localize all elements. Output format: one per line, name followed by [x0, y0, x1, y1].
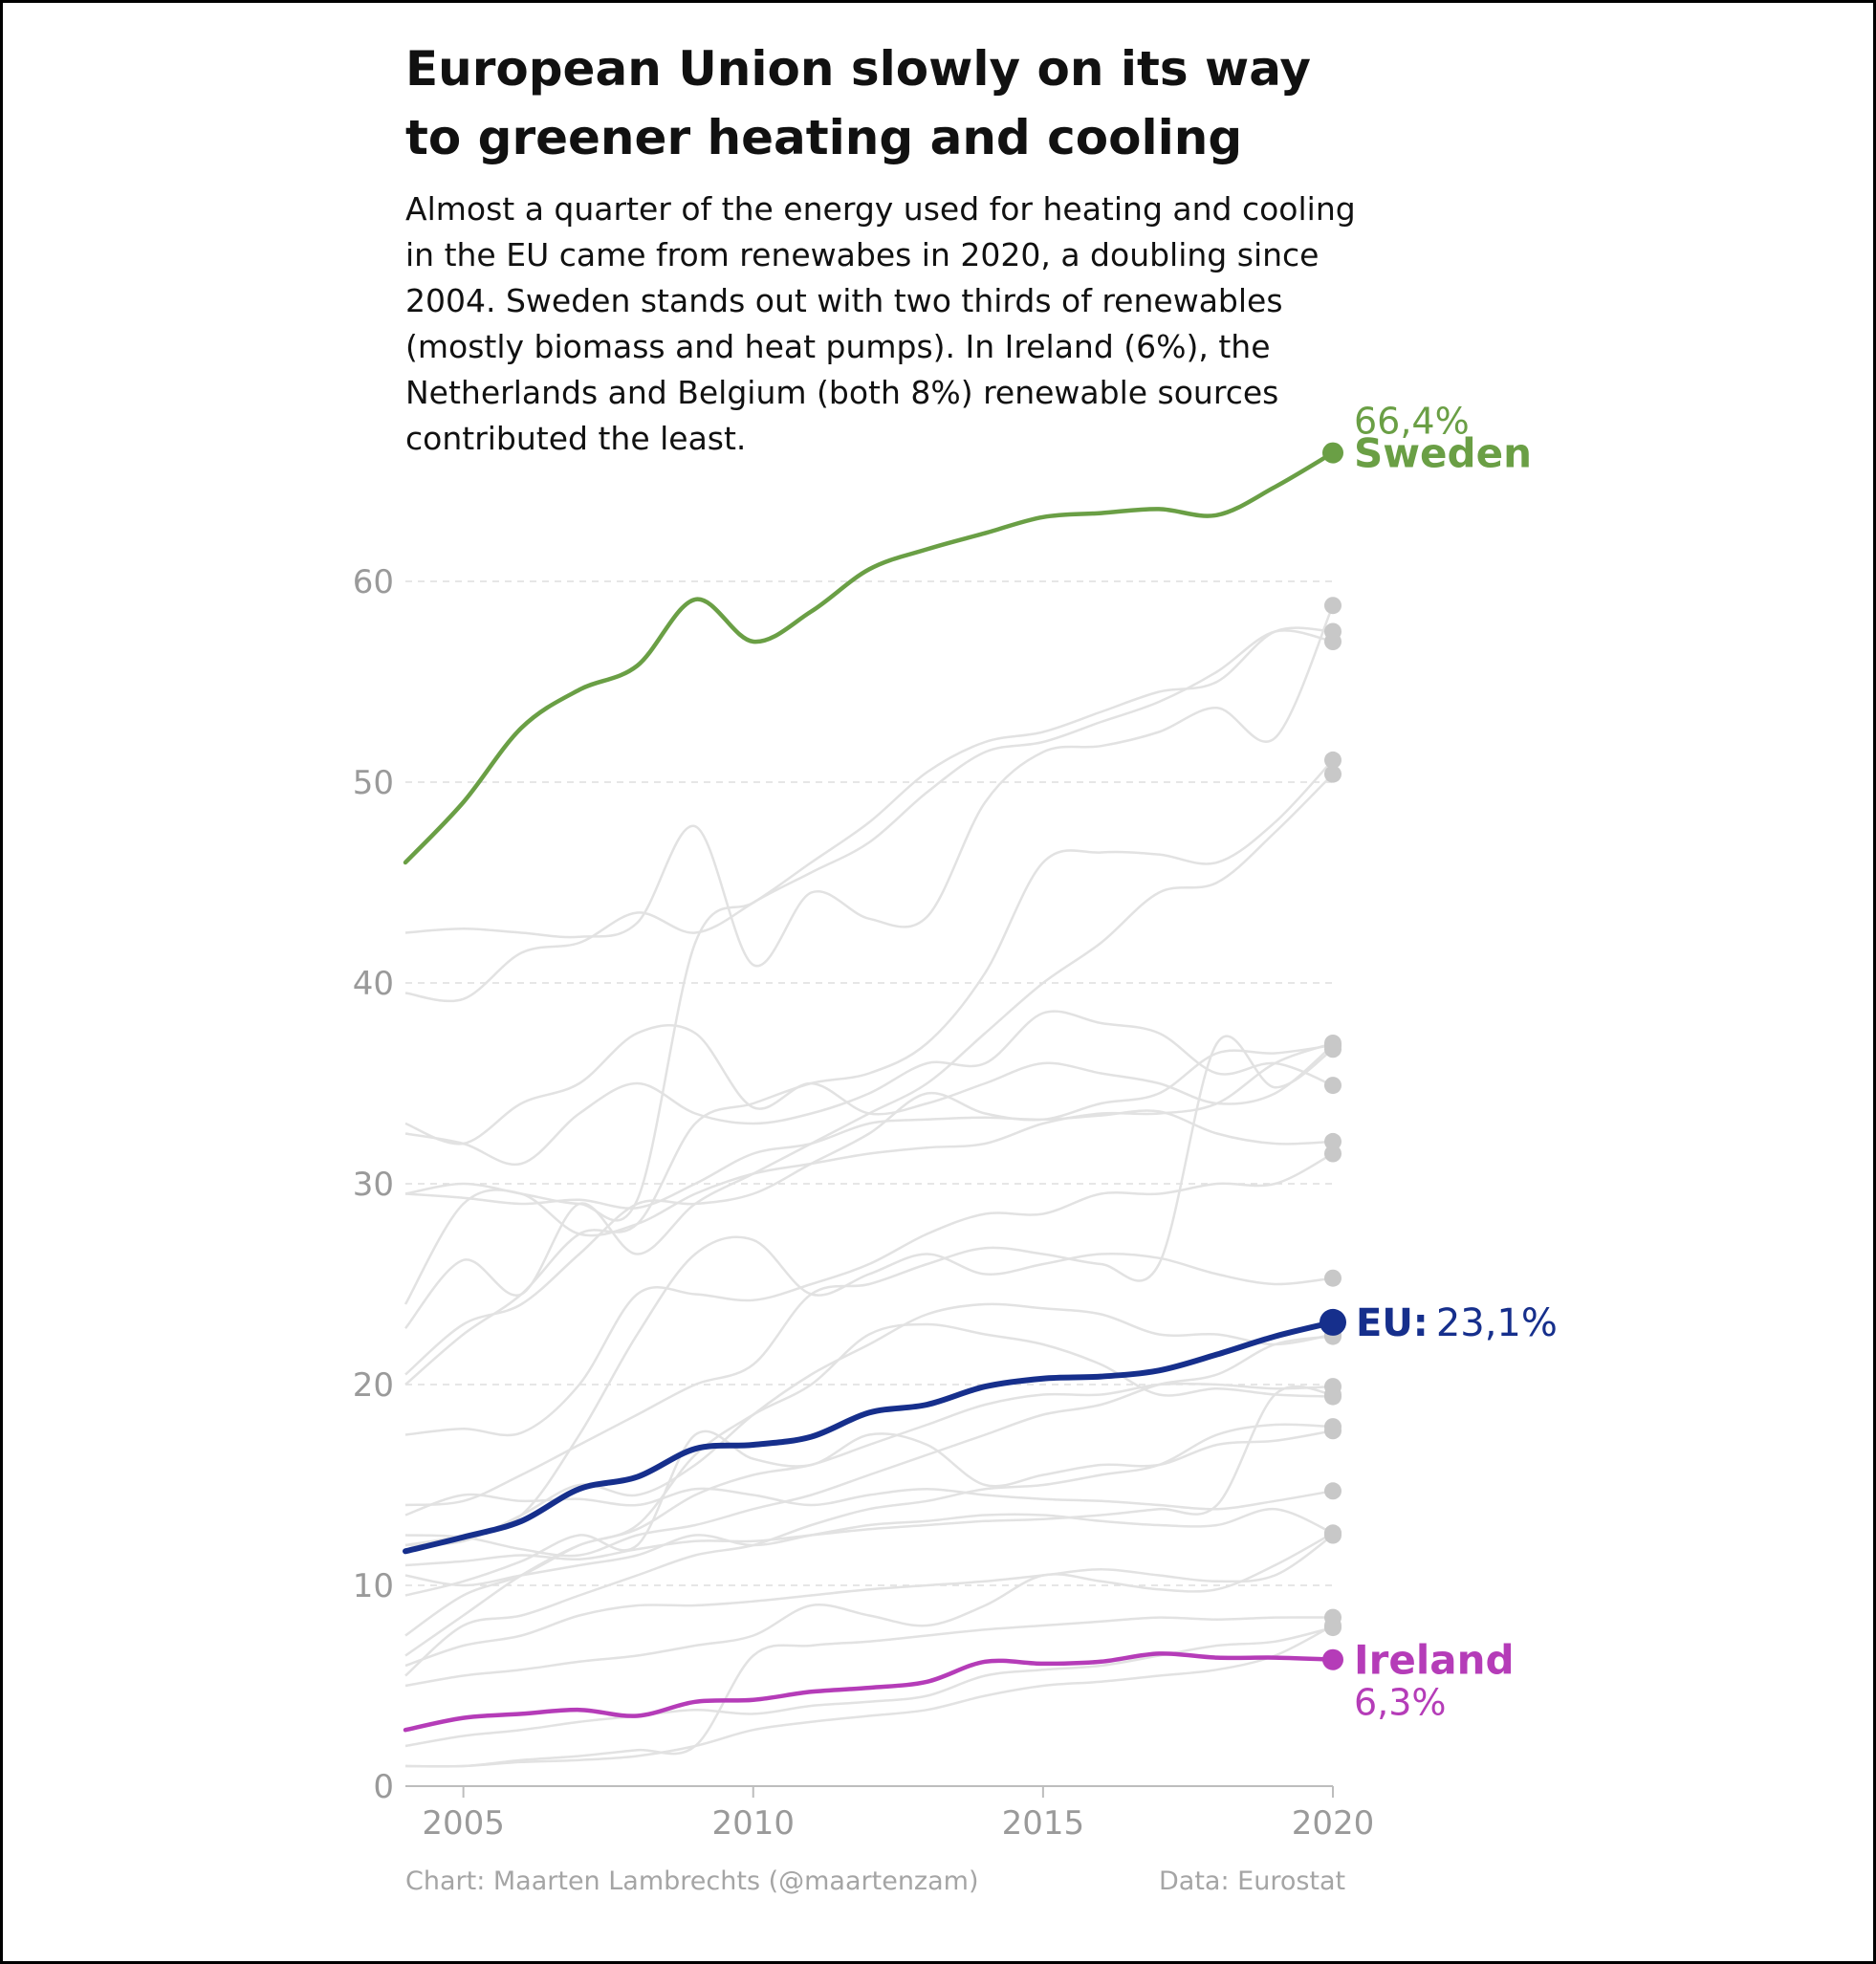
background-series-end-dot: [1324, 1617, 1342, 1634]
ireland-end-dot: [1322, 1648, 1343, 1670]
x-axis-labels: 2005 2010 2015 2020: [422, 1804, 1374, 1843]
chart-subtitle: Almost a quarter of the energy used for …: [405, 190, 1356, 457]
eu-end-dot: [1320, 1308, 1346, 1336]
background-series-line: [404, 1235, 1334, 1547]
sweden-series-line: [403, 450, 1336, 865]
ireland-value-label: 6,3%: [1354, 1682, 1447, 1724]
background-series-end-dot: [1324, 1145, 1342, 1163]
background-series-line: [404, 1152, 1334, 1437]
y-tick-label: 40: [353, 965, 394, 1003]
background-series-line: [404, 1385, 1334, 1567]
background-series-end-dot: [1324, 751, 1342, 769]
background-series-line: [404, 629, 1334, 1222]
background-series-end-dots: [1324, 597, 1342, 1637]
y-axis-labels: 0 10 20 30 40 50 60: [353, 563, 394, 1806]
background-series-end-dot: [1324, 1482, 1342, 1500]
background-series-line: [404, 1423, 1334, 1677]
background-series-line: [404, 604, 1335, 968]
eu-name-label: EU:: [1356, 1301, 1429, 1345]
background-series-end-dot: [1324, 633, 1342, 650]
x-tick-label: 2015: [1002, 1804, 1085, 1843]
y-tick-label: 30: [353, 1166, 394, 1204]
background-series-line: [404, 1010, 1334, 1167]
background-series-line: [404, 1109, 1334, 1210]
y-tick-label: 10: [353, 1567, 394, 1605]
background-series-end-dot: [1324, 765, 1342, 783]
x-tick-label: 2010: [711, 1804, 795, 1843]
background-series-line: [404, 1335, 1334, 1558]
background-series-line: [404, 1616, 1334, 1768]
highlighted-series-lines: [403, 442, 1346, 1733]
data-source: Data: Eurostat: [1159, 1866, 1346, 1896]
background-series-end-dot: [1324, 597, 1342, 615]
sweden-end-dot: [1322, 442, 1343, 464]
sweden-value-label: 66,4%: [1354, 401, 1470, 443]
eu-value-label: 23,1%: [1436, 1301, 1558, 1345]
background-series-line: [404, 626, 1334, 1003]
background-series-end-dot: [1324, 1077, 1342, 1095]
background-series-line: [404, 1041, 1334, 1305]
y-tick-label: 50: [353, 764, 394, 802]
y-tick-label: 0: [373, 1768, 394, 1806]
ireland-name-label: Ireland: [1354, 1637, 1515, 1684]
background-series-end-dot: [1324, 1386, 1342, 1404]
x-axis: [405, 1785, 1334, 1798]
background-series-line: [404, 1534, 1334, 1668]
background-series-end-dot: [1324, 1132, 1342, 1150]
background-series-end-dot: [1324, 1524, 1342, 1542]
x-tick-label: 2005: [422, 1804, 505, 1843]
y-tick-label: 60: [353, 563, 394, 601]
chart-credit: Chart: Maarten Lambrechts (@maartenzam): [405, 1866, 979, 1896]
background-series-end-dot: [1324, 1418, 1342, 1436]
y-tick-label: 20: [353, 1366, 394, 1405]
background-series-line: [404, 1507, 1334, 1587]
eu-label: EU: 23,1%: [1356, 1301, 1558, 1345]
background-series-line: [404, 1302, 1334, 1547]
background-series-line: [404, 1624, 1334, 1768]
background-series-lines: [404, 604, 1335, 1768]
background-series-line: [404, 773, 1334, 1330]
background-series-line: [404, 1532, 1334, 1688]
background-series-line: [404, 1035, 1334, 1507]
background-series-end-dot: [1324, 1040, 1342, 1058]
background-series-end-dot: [1324, 1269, 1342, 1287]
background-series-line: [404, 1043, 1334, 1376]
eu-series-line: [403, 1319, 1336, 1555]
x-tick-label: 2020: [1292, 1804, 1375, 1843]
ireland-series-line: [403, 1651, 1336, 1733]
sweden-name-label: Sweden: [1354, 430, 1532, 477]
chart-title: European Union slowly on its way to gree…: [405, 41, 1312, 165]
background-series-line: [404, 759, 1334, 1386]
